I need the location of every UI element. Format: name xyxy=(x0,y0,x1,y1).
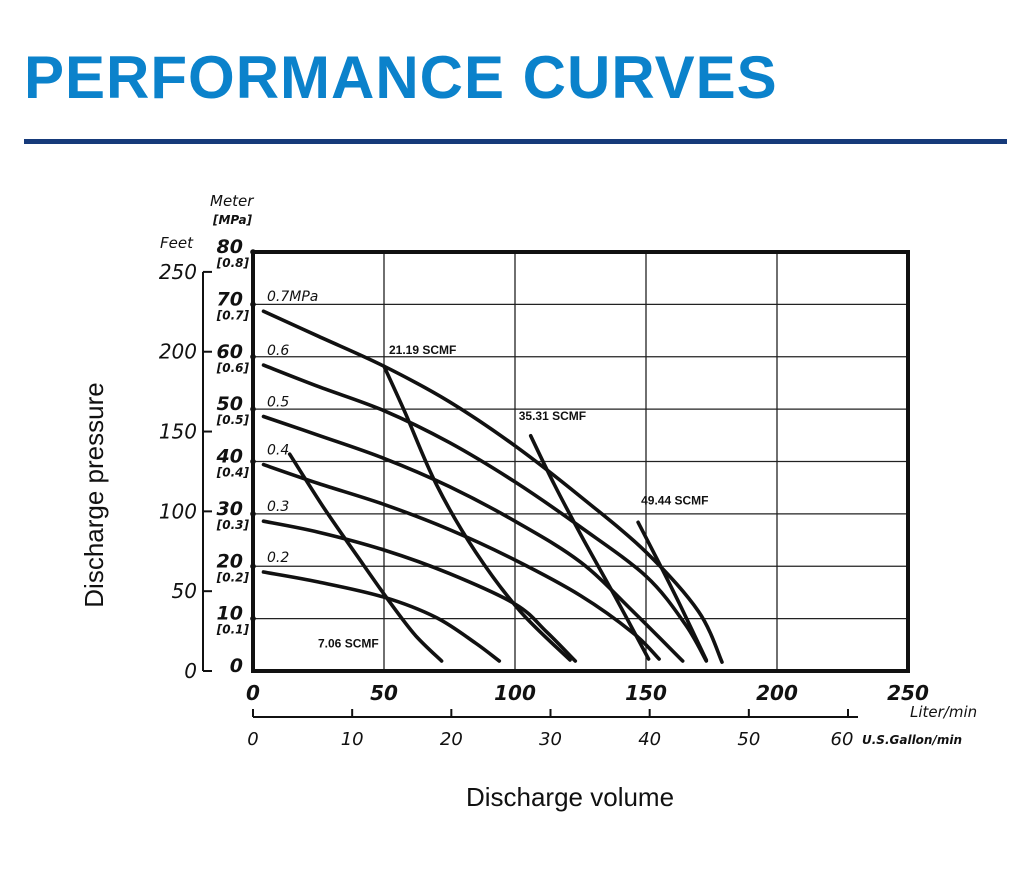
pressure-curve-label-5: 0.2 xyxy=(267,550,289,566)
pressure-curve-3 xyxy=(261,462,661,661)
curves: 0.7MPa 0.6 0.5 0.4 0.3 0.2 xyxy=(261,289,724,664)
air-consumption-line-1 xyxy=(382,364,572,662)
air-consumption-line-0 xyxy=(287,452,444,663)
x-unit-primary: Liter/min xyxy=(910,703,977,721)
meter-tick-label-7: 70 xyxy=(217,288,243,310)
meter-tick-label-5: 50 xyxy=(217,393,243,415)
meter-tick-label-2: 20 xyxy=(217,550,243,572)
x-unit-secondary: U.S.Gallon/min xyxy=(862,733,962,747)
mpa-tick-marker-7 xyxy=(250,249,256,255)
lpm-tick-label-2: 100 xyxy=(494,681,536,705)
mpa-tick-label-7: [0.8] xyxy=(216,256,250,270)
y-axis-title: Discharge pressure xyxy=(79,382,109,607)
air-consumption-line-3 xyxy=(636,520,709,662)
mpa-tick-marker-0 xyxy=(250,615,256,622)
mpa-tick-marker-2 xyxy=(250,511,256,517)
air-consumption-label-2: 35.31 SCMF xyxy=(519,409,586,423)
pressure-curve-2 xyxy=(261,414,685,663)
mpa-tick-marker-3 xyxy=(250,458,256,465)
mpa-tick-label-4: [0.5] xyxy=(216,413,250,427)
pressure-curve-label-2: 0.5 xyxy=(267,394,289,410)
air-consumption-lines: 7.06 SCMF 21.19 SCMF 35.31 SCMF 49.44 SCMF xyxy=(287,343,709,663)
feet-tick-label-0: 0 xyxy=(184,659,197,683)
mpa-tick-label-3: [0.4] xyxy=(216,466,250,480)
y-unit-mpa: [MPa] xyxy=(212,213,253,227)
lpm-tick-label-3: 150 xyxy=(625,681,667,705)
gallon-tick-label-6: 60 xyxy=(831,729,854,750)
lpm-tick-label-0: 0 xyxy=(246,681,260,705)
y-unit-meter: Meter xyxy=(210,192,254,210)
gallon-tick-label-1: 10 xyxy=(341,729,364,750)
x-axis-title: Discharge volume xyxy=(466,782,674,812)
page-title: PERFORMANCE CURVES xyxy=(24,44,778,111)
mpa-tick-label-1: [0.2] xyxy=(216,570,250,584)
pressure-curve-label-3: 0.4 xyxy=(267,443,289,459)
gallon-tick-label-2: 20 xyxy=(440,729,463,750)
meter-tick-label-0: 0 xyxy=(230,655,243,677)
air-consumption-label-1: 21.19 SCMF xyxy=(389,343,456,357)
lpm-tick-label-5: 250 xyxy=(887,681,929,705)
title-divider xyxy=(24,139,1007,144)
pressure-curve-1 xyxy=(261,363,709,663)
pressure-curve-0 xyxy=(261,309,724,664)
mpa-tick-marker-1 xyxy=(250,563,256,570)
meter-tick-label-6: 60 xyxy=(217,341,243,363)
gallon-tick-label-4: 40 xyxy=(638,729,661,750)
pressure-curve-5 xyxy=(261,570,502,663)
meter-tick-label-4: 40 xyxy=(216,446,243,468)
gallon-tick-label-5: 50 xyxy=(737,729,760,750)
air-consumption-label-0: 7.06 SCMF xyxy=(318,636,379,650)
mpa-tick-marker-4 xyxy=(250,406,256,412)
air-consumption-label-3: 49.44 SCMF xyxy=(641,493,708,507)
mpa-tick-label-0: [0.1] xyxy=(216,623,250,637)
meter-tick-label-1: 10 xyxy=(217,603,243,625)
y-unit-feet: Feet xyxy=(160,234,194,252)
feet-tick-label-3: 150 xyxy=(159,420,197,444)
feet-tick-label-2: 100 xyxy=(159,499,197,523)
mpa-tick-label-6: [0.7] xyxy=(216,308,250,322)
gallon-tick-label-0: 0 xyxy=(247,729,258,750)
meter-tick-label-8: 80 xyxy=(217,236,243,258)
pressure-curve-label-4: 0.3 xyxy=(267,499,289,515)
mpa-tick-marker-6 xyxy=(250,301,256,308)
axes: 05010015020025001020304050607080[0.1][0.… xyxy=(159,236,929,750)
chart-grid xyxy=(253,252,908,671)
pressure-curve-4 xyxy=(261,519,578,663)
lpm-tick-label-4: 200 xyxy=(756,681,798,705)
feet-tick-label-1: 50 xyxy=(172,579,197,603)
lpm-tick-label-1: 50 xyxy=(370,681,398,705)
feet-tick-label-5: 250 xyxy=(159,260,197,284)
pressure-curve-label-0: 0.7MPa xyxy=(267,289,318,305)
mpa-tick-label-5: [0.6] xyxy=(216,361,250,375)
pressure-curve-label-1: 0.6 xyxy=(267,343,289,359)
gallon-tick-label-3: 30 xyxy=(539,729,562,750)
mpa-tick-marker-5 xyxy=(250,353,256,360)
air-consumption-line-2 xyxy=(528,434,651,661)
feet-tick-label-4: 200 xyxy=(159,340,197,364)
meter-tick-label-3: 30 xyxy=(217,498,243,520)
mpa-tick-label-2: [0.3] xyxy=(216,518,250,532)
